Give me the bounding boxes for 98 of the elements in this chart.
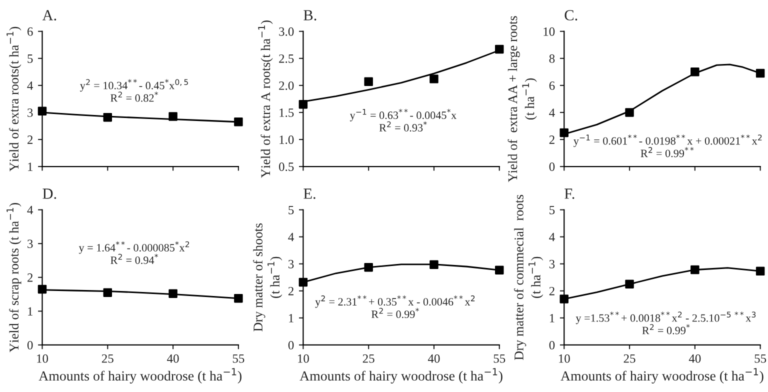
y-axis-title: Yield of extra AA + large roots (t ha$^{−1}$) — [508, 16, 537, 182]
text: y$^{2}$ = 2.31$^{**}$+ 0.35$^{**}$x - 0.0046$^{**}$x$^{2}$ — [315, 295, 475, 308]
annotation: y = 1.64$^{**}$- 0.000085$^{*}$x$^{2}$ — [78, 241, 190, 254]
point — [168, 112, 178, 121]
x-tick-label: 40 — [688, 354, 701, 363]
annotation: R$^{2}$ = 0.93$^{*}$ — [379, 121, 427, 132]
chart-title: F. — [564, 188, 574, 199]
y-tick-label: 2 — [28, 273, 33, 282]
y-tick-label: 4 — [549, 232, 555, 242]
text: y$^{−1}$ = 0.601$^{**}$- 0.0198$^{**}$x + 0.00021$^{**}$x$^{2}$ — [574, 134, 762, 147]
point — [364, 77, 373, 86]
point — [625, 108, 634, 117]
x-tick-label: 40 — [167, 354, 179, 363]
point — [430, 260, 438, 270]
y-tick-label: 5 — [550, 206, 555, 214]
x-axis-title: Amounts of hairy woodrose (t ha$^{−1}$) — [38, 368, 242, 384]
point — [38, 106, 47, 116]
x-tick-label: 10 — [298, 354, 309, 363]
y-tick-label: 4 — [549, 108, 555, 117]
point — [756, 266, 765, 276]
point — [103, 288, 112, 297]
y-tick-label: 2.5 — [279, 54, 294, 63]
y-tick-label: 3 — [28, 108, 33, 117]
y-tick-label: 3.0 — [279, 27, 294, 36]
point — [690, 68, 700, 76]
y-tick-label: 1 — [28, 307, 32, 316]
y-tick-label: 0 — [549, 162, 555, 171]
y-tick-label: 0 — [27, 340, 33, 350]
point — [234, 294, 243, 303]
y-tick-label: 6 — [549, 81, 555, 90]
x-tick-label: 55 — [232, 354, 244, 363]
text: y =1.53$^{**}$+ 0.0018$^{**}$x$^{2}$ - 2.5.10$^{−5 **}$x$^{3}$ — [576, 312, 756, 324]
y-tick-label: 8 — [549, 54, 555, 63]
x-tick-label: 25 — [362, 354, 374, 363]
point — [560, 294, 568, 304]
y-tick-label: 2 — [549, 136, 554, 144]
chart-title: A. — [42, 10, 56, 20]
x-tick-label: 25 — [624, 354, 636, 363]
x-tick-label: 55 — [754, 354, 766, 363]
y-tick-label: 6 — [28, 27, 33, 36]
chart-title: C. — [564, 10, 578, 20]
y-tick-label: 1.0 — [280, 136, 294, 144]
y-axis-title: Yield of extra roots(t ha$^{−1}$) — [6, 26, 22, 172]
y-tick-label: 3 — [288, 260, 294, 268]
point — [168, 289, 178, 298]
point — [103, 112, 112, 122]
y-tick-label: 0 — [288, 340, 294, 350]
point — [690, 265, 700, 274]
point — [625, 280, 634, 288]
annotation: R$^{2}$ = 0.99$^{*}$ — [642, 324, 690, 334]
x-tick-label: 40 — [428, 354, 440, 363]
point — [364, 263, 373, 272]
y-tick-label: 5 — [288, 206, 294, 214]
y-tick-label: 2 — [549, 286, 554, 296]
y-tick-label: 10 — [544, 27, 555, 36]
y-tick-label: 4 — [288, 232, 294, 242]
y-tick-label: 1 — [550, 314, 554, 322]
annotation: y$^{−1}$ = 0.63$^{**}$- 0.0045$^{*}$x — [350, 108, 456, 122]
x-axis-title: Amounts of hairy woodrose (t ha$^{−1}$) — [300, 368, 502, 384]
y-tick-label: 3 — [28, 240, 33, 248]
y-tick-label: 2.0 — [279, 81, 294, 90]
point — [298, 100, 308, 109]
y-axis-title: Yield of scrap roots (t ha$^{−1}$) — [6, 202, 22, 352]
chart-title: B. — [304, 10, 316, 20]
x-tick-label: 10 — [558, 354, 570, 363]
annotation: R$^{2}$ = 0.82$^{*}$ — [110, 92, 158, 102]
point — [560, 128, 568, 138]
chart-title: E. — [304, 188, 316, 199]
y-tick-label: 3 — [549, 260, 555, 268]
annotation: y$^{2}$ = 10.34$^{**}$- 0.45$^{*}$x$^{0,5}$ — [80, 79, 188, 92]
y-tick-label: 0 — [549, 340, 555, 350]
x-tick-label: 10 — [37, 354, 48, 363]
y-axis-title: Dry matter of shoots (t ha$^{−1}$) — [253, 223, 282, 332]
point — [495, 266, 504, 274]
y-axis-title: Dry matter of commecial roots (t ha$^{−1}$) — [514, 194, 544, 360]
annotation: R$^{2}$ = 0.94$^{*}$ — [110, 254, 158, 264]
y-tick-label: 4 — [27, 82, 34, 90]
x-axis-title: Amounts of hairy woodrose (t ha$^{−1}$) — [560, 368, 764, 384]
y-tick-label: 5 — [28, 54, 33, 63]
point — [495, 44, 504, 54]
point — [298, 278, 308, 287]
point — [430, 74, 438, 84]
y-tick-label: 0.5 — [279, 162, 294, 172]
y-tick-label: 1 — [289, 314, 294, 322]
y-tick-label: 2 — [288, 286, 294, 296]
x-tick-label: 25 — [102, 354, 114, 363]
x-tick-label: 55 — [494, 354, 506, 363]
y-tick-label: 4 — [27, 206, 34, 214]
y-tick-label: 2 — [28, 136, 33, 144]
point — [756, 68, 765, 78]
chart-title: D. — [42, 188, 56, 199]
y-tick-label: 1 — [28, 162, 32, 171]
annotation: R$^{2}$ = 0.99$^{*}$ — [371, 308, 419, 318]
y-axis-title: Yield of extra A roots(t ha$^{−1}$) — [258, 20, 273, 178]
point — [234, 118, 243, 126]
point — [38, 284, 47, 294]
y-tick-label: 1.5 — [280, 108, 294, 117]
annotation: R$^{2}$ = 0.99$^{**}$ — [640, 147, 694, 158]
